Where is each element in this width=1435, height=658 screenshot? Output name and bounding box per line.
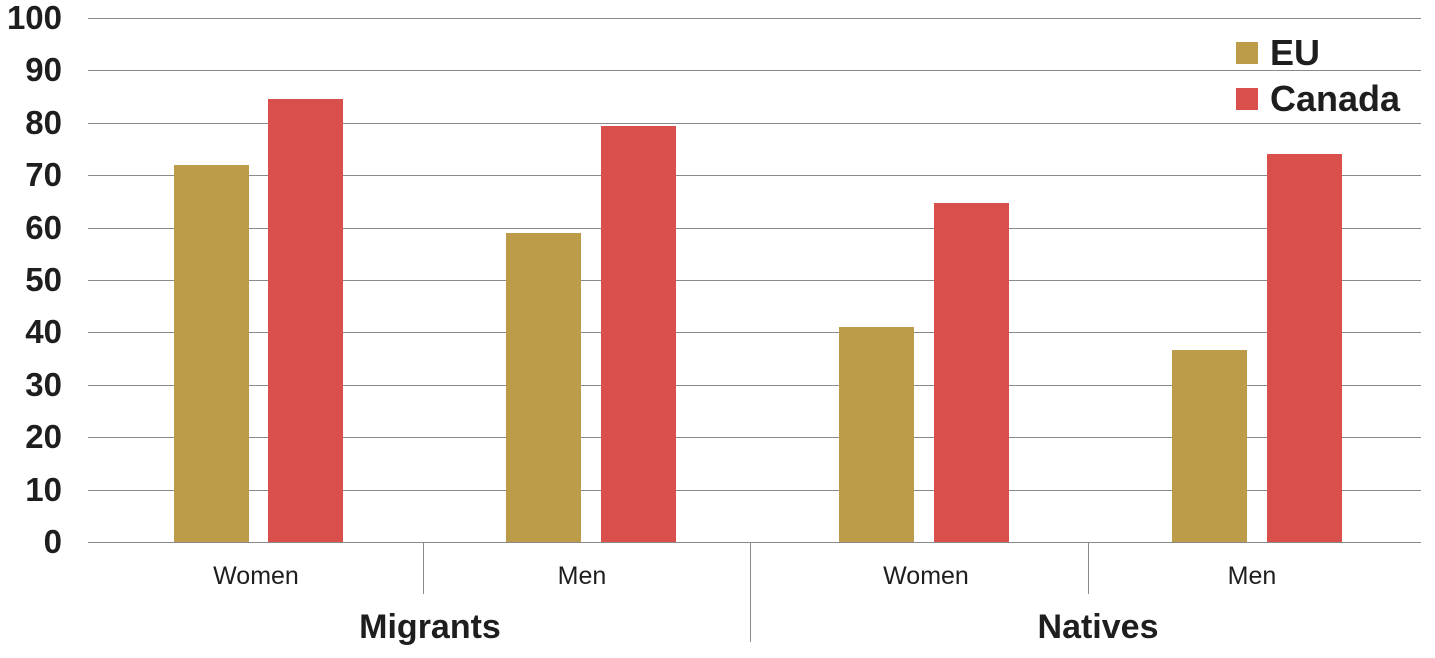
y-tick-label: 0 (43, 523, 62, 560)
gridline (88, 542, 1421, 543)
gridline (88, 385, 1421, 386)
bar-canada (934, 202, 1009, 542)
y-tick-label: 60 (25, 209, 62, 246)
legend-item-eu: EU (1236, 32, 1320, 74)
x-label-natives-men: Men (1227, 562, 1277, 590)
x-label-migrants-men: Men (557, 562, 607, 590)
legend-item-canada: Canada (1236, 78, 1400, 120)
y-tick-label: 50 (25, 261, 62, 298)
gridline (88, 228, 1421, 229)
y-tick-label: 30 (25, 366, 62, 403)
bar-canada (1267, 154, 1342, 542)
gridline (88, 18, 1421, 19)
group-label-migrants: Migrants (359, 608, 501, 646)
gridline (88, 175, 1421, 176)
group-label-natives: Natives (1037, 608, 1159, 646)
y-tick-label: 10 (25, 471, 62, 508)
gridline (88, 280, 1421, 281)
y-tick-label: 100 (6, 0, 62, 36)
bar-eu (839, 327, 914, 542)
bar-canada (601, 125, 676, 542)
bar-canada (268, 98, 343, 542)
gridline (88, 123, 1421, 124)
y-tick-label: 40 (25, 313, 62, 350)
gridline (88, 490, 1421, 491)
axis-separator (1088, 542, 1089, 594)
y-tick-label: 70 (25, 156, 62, 193)
legend-label-canada: Canada (1270, 78, 1401, 119)
legend-swatch-eu (1236, 42, 1258, 64)
axis-separator (423, 542, 424, 594)
gridline (88, 70, 1421, 71)
x-label-natives-women: Women (883, 562, 969, 590)
axis-separator (750, 542, 751, 642)
y-tick-label: 90 (25, 51, 62, 88)
gridline (88, 437, 1421, 438)
bar-eu (506, 232, 581, 542)
gridline (88, 332, 1421, 333)
y-tick-label: 80 (25, 104, 62, 141)
bar-eu (1172, 350, 1247, 542)
y-tick-label: 20 (25, 418, 62, 455)
legend-label-eu: EU (1270, 32, 1321, 73)
x-label-migrants-women: Women (213, 562, 299, 590)
legend-swatch-canada (1236, 88, 1258, 110)
bar-eu (174, 164, 249, 542)
